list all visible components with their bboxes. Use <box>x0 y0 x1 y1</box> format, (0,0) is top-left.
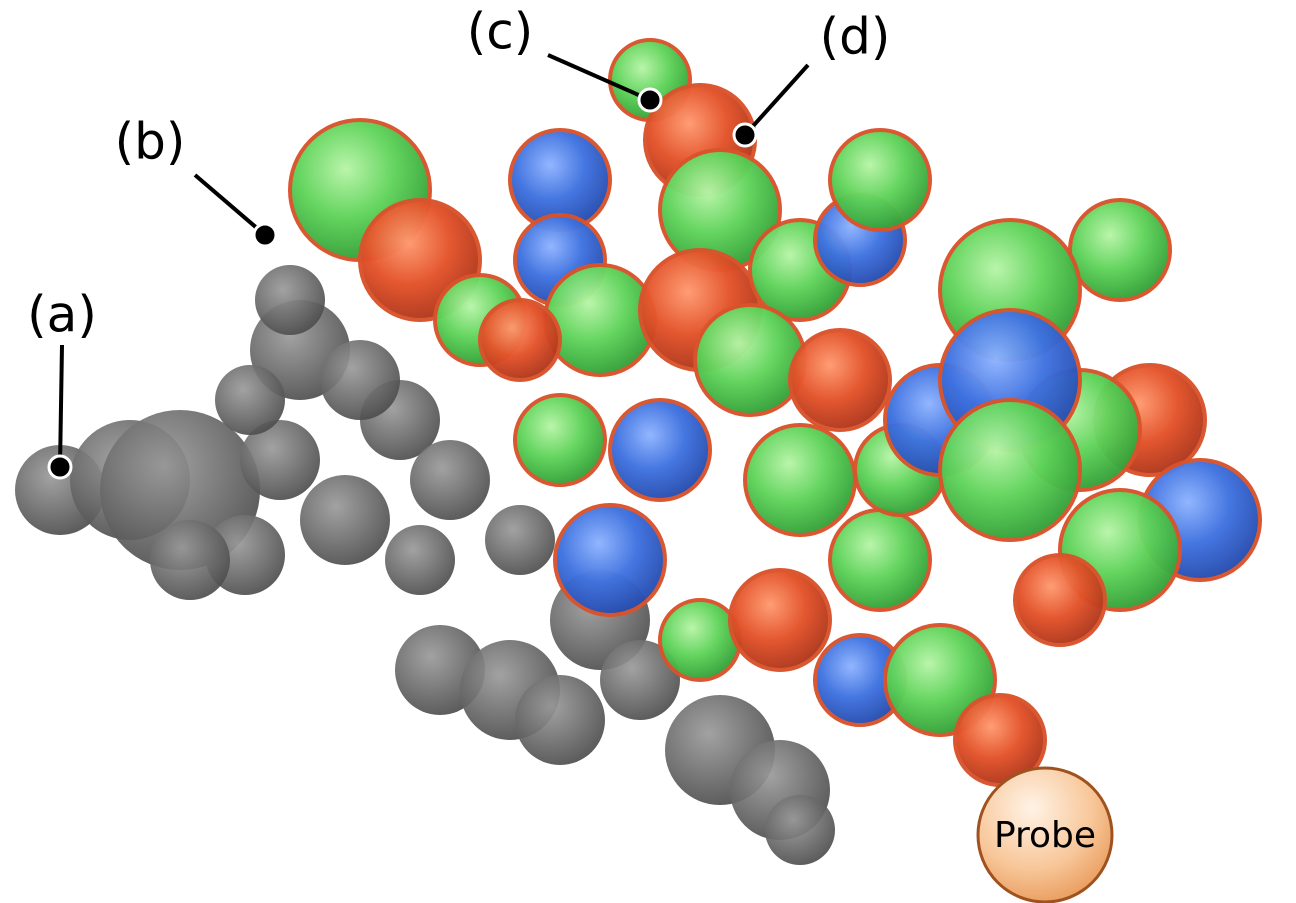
surface-atom <box>830 510 930 610</box>
gray-atom <box>410 440 490 520</box>
surface-atom <box>730 570 830 670</box>
figure: (a) (b) (c) (d) Probe <box>0 0 1296 903</box>
surface-atom <box>830 130 930 230</box>
gray-atom <box>515 675 605 765</box>
probe-label: Probe <box>994 815 1096 856</box>
callout-line <box>745 65 808 135</box>
surface-atom <box>695 305 805 415</box>
surface-atom <box>1070 200 1170 300</box>
page: (a)(b)(c)(d) Probe (() => { const data =… <box>0 0 1296 903</box>
callout-marker <box>639 89 661 111</box>
surface-atom <box>940 400 1080 540</box>
surface-atom <box>515 395 605 485</box>
surface-atom <box>1015 555 1105 645</box>
callout-label: (c) <box>467 3 534 61</box>
surface-atom <box>745 425 855 535</box>
gray-atom <box>255 265 325 335</box>
surface-atom <box>790 330 890 430</box>
gray-atom <box>300 475 390 565</box>
callout-label: (d) <box>820 8 891 66</box>
surface-atom <box>545 265 655 375</box>
gray-atom <box>320 340 400 420</box>
callout-marker <box>49 456 71 478</box>
callout-line <box>195 175 265 235</box>
gray-atom <box>150 520 230 600</box>
callout-marker <box>734 124 756 146</box>
callout-marker <box>254 224 276 246</box>
surface-atom <box>610 400 710 500</box>
gray-atom <box>485 505 555 575</box>
gray-atom <box>215 365 285 435</box>
callout-label: (b) <box>115 113 186 171</box>
surface-atom <box>660 600 740 680</box>
callout-line <box>60 345 62 467</box>
probe: Probe <box>978 768 1112 902</box>
callout-label: (a) <box>27 286 97 344</box>
gray-atom <box>765 795 835 865</box>
gray-atom <box>385 525 455 595</box>
surface-atom <box>480 300 560 380</box>
surface-atom <box>555 505 665 615</box>
